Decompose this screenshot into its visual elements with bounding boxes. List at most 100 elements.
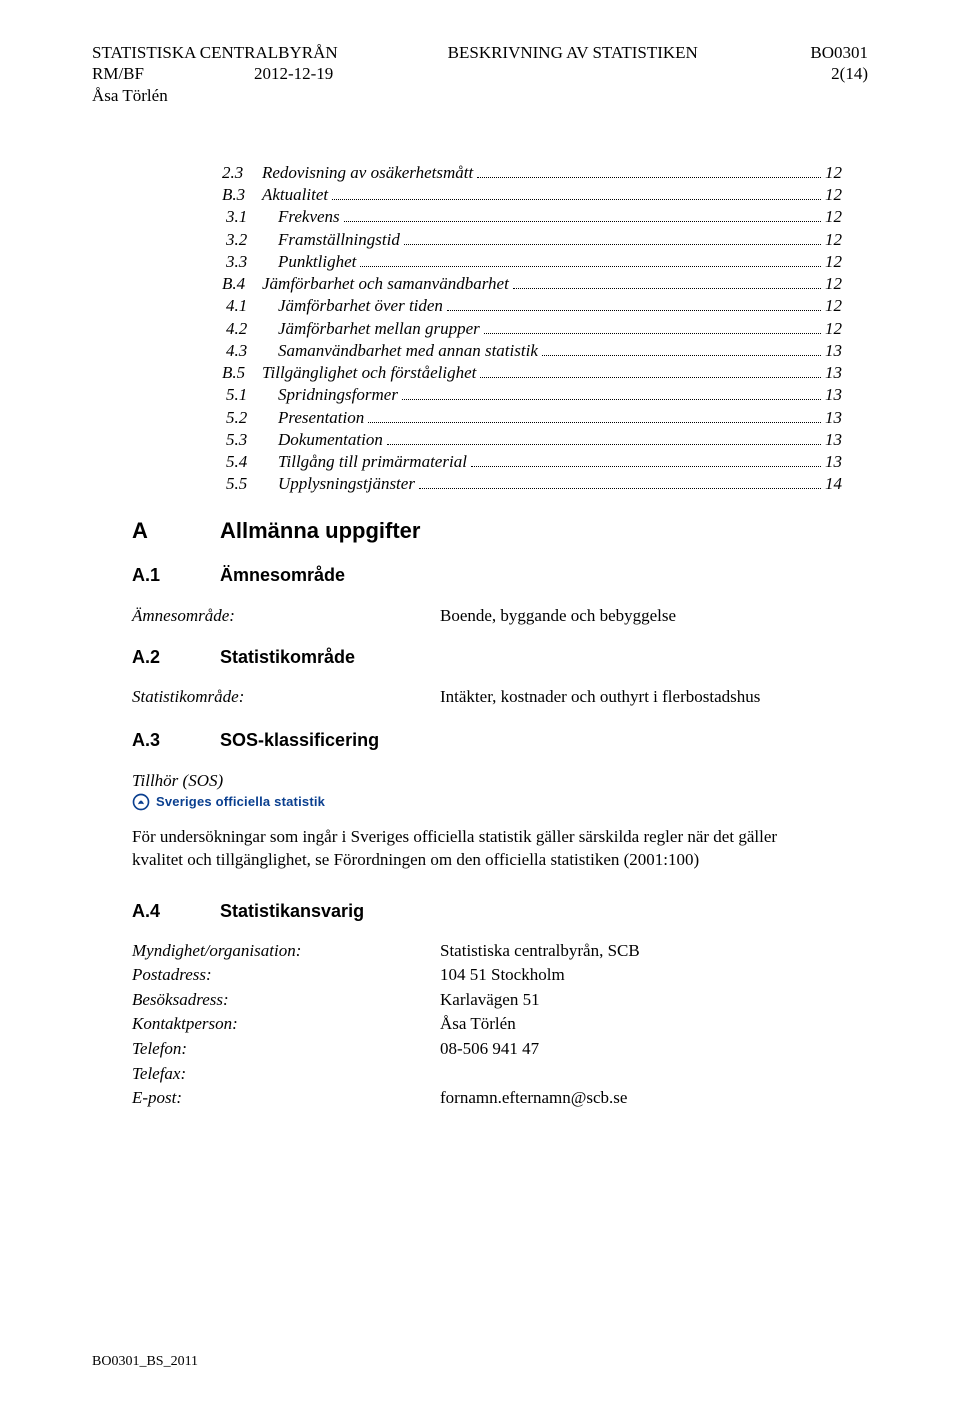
a4-label: Telefax: [132, 1062, 440, 1087]
toc-num: 5.2 [222, 407, 278, 428]
heading-a: A Allmänna uppgifter [132, 517, 868, 545]
toc-num: 5.1 [222, 384, 278, 405]
a4-table: Myndighet/organisation:Statistiska centr… [132, 939, 868, 1111]
subheading-a4-title: Statistikansvarig [220, 900, 364, 923]
sos-icon [132, 793, 150, 811]
toc-dots [332, 199, 821, 200]
sos-badge: Sveriges officiella statistik [132, 793, 325, 811]
a3-paragraph: För undersökningar som ingår i Sveriges … [132, 826, 792, 872]
toc-num: B.5 [222, 362, 262, 383]
toc-title: Frekvens [278, 206, 340, 227]
toc-title: Tillgång till primärmaterial [278, 451, 467, 472]
page-header: STATISTISKA CENTRALBYRÅN BESKRIVNING AV … [92, 42, 868, 106]
toc-page: 13 [825, 340, 842, 361]
toc-line: 4.3Samanvändbarhet med annan statistik 13 [222, 340, 842, 361]
table-of-contents: 2.3Redovisning av osäkerhetsmått12B.3Akt… [222, 162, 842, 495]
a4-row: Besöksadress:Karlavägen 51 [132, 988, 868, 1013]
a4-value: Åsa Törlén [440, 1012, 868, 1037]
a4-row: Myndighet/organisation:Statistiska centr… [132, 939, 868, 964]
toc-dots [513, 288, 821, 289]
toc-line: B.4Jämförbarhet och samanvändbarhet12 [222, 273, 842, 294]
toc-line: 5.3Dokumentation13 [222, 429, 842, 450]
toc-dots [471, 466, 821, 467]
toc-dots [360, 266, 821, 267]
toc-page: 12 [825, 184, 842, 205]
subheading-a3: A.3 SOS-klassificering [132, 729, 868, 752]
toc-title: Jämförbarhet mellan grupper [278, 318, 480, 339]
a4-label: Besöksadress: [132, 988, 440, 1013]
toc-title: Upplysningstjänster [278, 473, 415, 494]
toc-title: Aktualitet [262, 184, 328, 205]
a4-value: Karlavägen 51 [440, 988, 868, 1013]
toc-num: 3.2 [222, 229, 278, 250]
a2-label: Statistikområde: [132, 686, 440, 707]
a4-row: Telefon:08-506 941 47 [132, 1037, 868, 1062]
toc-num: 4.1 [222, 295, 278, 316]
toc-page: 12 [825, 251, 842, 272]
toc-page: 13 [825, 451, 842, 472]
a4-label: Myndighet/organisation: [132, 939, 440, 964]
toc-line: 3.2Framställningstid 12 [222, 229, 842, 250]
toc-line: B.5Tillgänglighet och förståelighet 13 [222, 362, 842, 383]
toc-line: 4.1Jämförbarhet över tiden 12 [222, 295, 842, 316]
toc-title: Samanvändbarhet med annan statistik [278, 340, 538, 361]
toc-num: 4.3 [222, 340, 278, 361]
page-footer: BO0301_BS_2011 [92, 1353, 198, 1371]
toc-num: 5.3 [222, 429, 278, 450]
a4-label: Kontaktperson: [132, 1012, 440, 1037]
a1-label: Ämnesområde: [132, 605, 440, 626]
toc-page: 13 [825, 429, 842, 450]
toc-page: 12 [825, 318, 842, 339]
a1-row: Ämnesområde: Boende, byggande och bebygg… [132, 605, 868, 626]
page: STATISTISKA CENTRALBYRÅN BESKRIVNING AV … [0, 0, 960, 1422]
toc-num: 3.3 [222, 251, 278, 272]
toc-line: B.3Aktualitet 12 [222, 184, 842, 205]
toc-dots [344, 221, 821, 222]
toc-page: 12 [825, 273, 842, 294]
toc-line: 5.2Presentation13 [222, 407, 842, 428]
a1-value: Boende, byggande och bebyggelse [440, 605, 868, 626]
heading-a-title: Allmänna uppgifter [220, 517, 420, 545]
subheading-a1-title: Ämnesområde [220, 564, 345, 587]
header-mid-1: BESKRIVNING AV STATISTIKEN [338, 42, 811, 63]
subheading-a3-num: A.3 [132, 729, 220, 752]
toc-num: B.3 [222, 184, 262, 205]
a2-row: Statistikområde: Intäkter, kostnader och… [132, 686, 868, 709]
toc-num: 4.2 [222, 318, 278, 339]
toc-dots [368, 422, 821, 423]
a4-label: Telefon: [132, 1037, 440, 1062]
subheading-a1: A.1 Ämnesområde [132, 564, 868, 587]
subheading-a3-title: SOS-klassificering [220, 729, 379, 752]
header-left-1: STATISTISKA CENTRALBYRÅN [92, 42, 338, 63]
header-right-1: BO0301 [810, 42, 868, 63]
toc-title: Presentation [278, 407, 364, 428]
toc-page: 12 [825, 162, 842, 183]
toc-page: 12 [825, 295, 842, 316]
toc-line: 2.3Redovisning av osäkerhetsmått12 [222, 162, 842, 183]
subheading-a4: A.4 Statistikansvarig [132, 900, 868, 923]
header-left-2: RM/BF [92, 63, 144, 84]
toc-page: 13 [825, 384, 842, 405]
toc-page: 12 [825, 206, 842, 227]
toc-title: Jämförbarhet över tiden [278, 295, 443, 316]
toc-num: 3.1 [222, 206, 278, 227]
subheading-a1-num: A.1 [132, 564, 220, 587]
toc-dots [542, 355, 821, 356]
toc-dots [480, 377, 821, 378]
toc-title: Redovisning av osäkerhetsmått [262, 162, 473, 183]
toc-page: 13 [825, 362, 842, 383]
toc-line: 3.3Punktlighet 12 [222, 251, 842, 272]
toc-line: 4.2Jämförbarhet mellan grupper 12 [222, 318, 842, 339]
toc-title: Tillgänglighet och förståelighet [262, 362, 476, 383]
toc-title: Framställningstid [278, 229, 400, 250]
toc-title: Spridningsformer [278, 384, 398, 405]
a4-value: fornamn.efternamn@scb.se [440, 1086, 868, 1111]
toc-line: 5.1Spridningsformer 13 [222, 384, 842, 405]
toc-dots [447, 310, 821, 311]
a4-row: E-post:fornamn.efternamn@scb.se [132, 1086, 868, 1111]
a2-value: Intäkter, kostnader och outhyrt i flerbo… [440, 686, 868, 709]
toc-page: 12 [825, 229, 842, 250]
toc-dots [404, 244, 821, 245]
a4-value: 08-506 941 47 [440, 1037, 868, 1062]
toc-title: Punktlighet [278, 251, 356, 272]
